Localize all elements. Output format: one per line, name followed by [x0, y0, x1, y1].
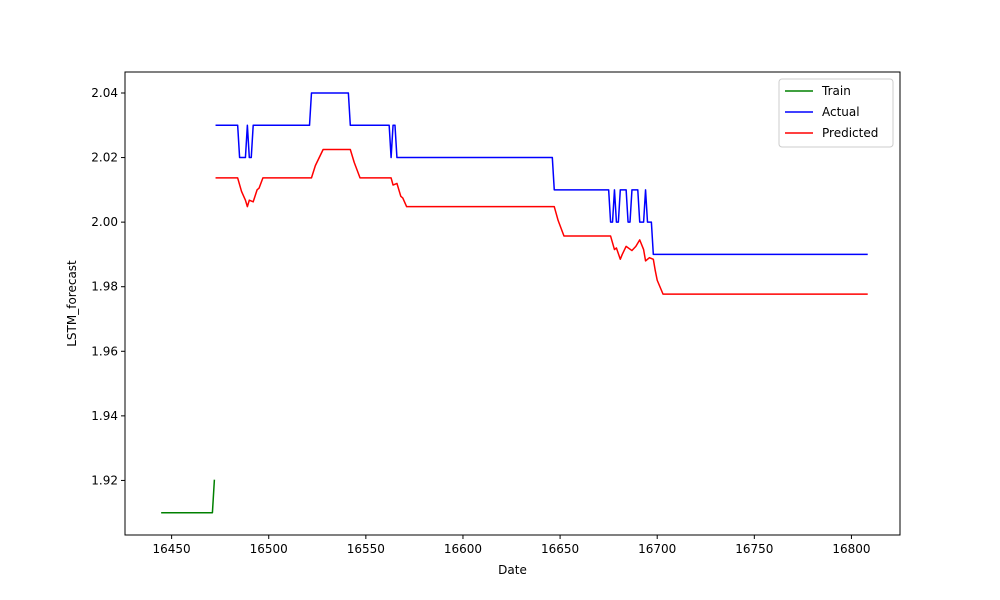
series-line-predicted: [215, 148, 868, 295]
y-axis-label: LSTM_forecast: [65, 260, 79, 347]
series-layer: [161, 92, 868, 514]
legend-box: [778, 78, 894, 148]
y-tick-label: 1.92: [91, 473, 118, 487]
series-line-actual: [215, 92, 868, 256]
legend-label-predicted: Predicted: [822, 126, 878, 140]
plot-frame: [124, 71, 901, 536]
x-tick-label: 16650: [541, 542, 579, 556]
x-tick-label: 16600: [444, 542, 482, 556]
x-tick-label: 16700: [638, 542, 676, 556]
x-tick-label: 16500: [250, 542, 288, 556]
plot-background: [125, 72, 900, 535]
legend-label-train: Train: [821, 84, 851, 98]
legend-label-actual: Actual: [822, 105, 860, 119]
x-axis-label: Date: [498, 563, 527, 577]
series-line-train: [161, 479, 216, 514]
x-tick-label: 16750: [735, 542, 773, 556]
y-axis: 1.92 1.94 1.96 1.98 2.00 2.02 2.04: [91, 86, 125, 487]
y-tick-label: 1.98: [91, 280, 118, 294]
y-tick-label: 1.96: [91, 344, 118, 358]
y-tick-label: 2.00: [91, 215, 118, 229]
y-tick-label: 2.02: [91, 151, 118, 165]
x-tick-label: 16450: [153, 542, 191, 556]
y-tick-label: 2.04: [91, 86, 118, 100]
x-tick-label: 16550: [347, 542, 385, 556]
x-axis: 16450 16500 16550 16600 16650 16700 16750 16800: [153, 535, 871, 556]
x-tick-label: 16800: [832, 542, 870, 556]
legend: Train Actual Predicted: [778, 78, 894, 148]
y-tick-label: 1.94: [91, 409, 118, 423]
